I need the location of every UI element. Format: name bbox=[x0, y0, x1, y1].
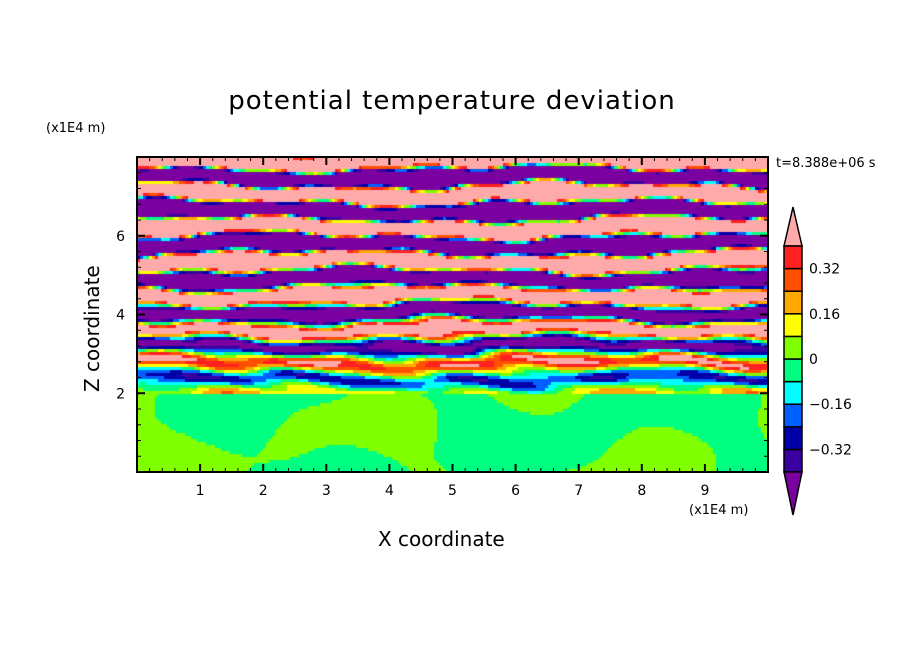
colorbar-label: 0.16 bbox=[809, 307, 840, 323]
x-tick-label: 7 bbox=[574, 483, 583, 499]
colorbar-box bbox=[783, 448, 803, 473]
y-tick-label: 6 bbox=[116, 229, 125, 245]
y-tick-label: 4 bbox=[116, 308, 125, 324]
x-tick-label: 1 bbox=[196, 483, 205, 499]
x-tick-label: 4 bbox=[385, 483, 394, 499]
x-tick-label: 5 bbox=[448, 483, 457, 499]
colorbar-box bbox=[783, 290, 803, 315]
x-tick-label: 6 bbox=[511, 483, 520, 499]
plot-area bbox=[137, 157, 768, 472]
colorbar-label: 0.32 bbox=[809, 262, 840, 278]
colorbar-bottom-extension bbox=[783, 471, 803, 516]
x-tick-label: 3 bbox=[322, 483, 331, 499]
colorbar-box bbox=[783, 267, 803, 292]
colorbar-box bbox=[783, 358, 803, 383]
x-tick-label: 8 bbox=[637, 483, 646, 499]
colorbar-box bbox=[783, 426, 803, 451]
y-tick-label: 2 bbox=[116, 386, 125, 402]
y-unit-label: (x1E4 m) bbox=[46, 121, 106, 136]
x-tick-label: 9 bbox=[700, 483, 709, 499]
colorbar-box bbox=[783, 245, 803, 270]
colorbar-label: 0 bbox=[809, 352, 818, 368]
colorbar-box bbox=[783, 380, 803, 405]
time-label: t=8.388e+06 s bbox=[776, 156, 876, 171]
colorbar-box bbox=[783, 335, 803, 360]
x-tick-label: 2 bbox=[259, 483, 268, 499]
colorbar-top-extension bbox=[783, 206, 803, 247]
colorbar-label: −0.32 bbox=[809, 442, 852, 458]
x-unit-label: (x1E4 m) bbox=[689, 503, 749, 518]
colorbar-box bbox=[783, 313, 803, 338]
colorbar-label: −0.16 bbox=[809, 397, 852, 413]
x-axis-label: X coordinate bbox=[378, 527, 505, 551]
plot-frame bbox=[136, 156, 769, 473]
chart-title: potential temperature deviation bbox=[228, 86, 676, 116]
heatmap-field bbox=[137, 157, 768, 472]
colorbar-box bbox=[783, 403, 803, 428]
